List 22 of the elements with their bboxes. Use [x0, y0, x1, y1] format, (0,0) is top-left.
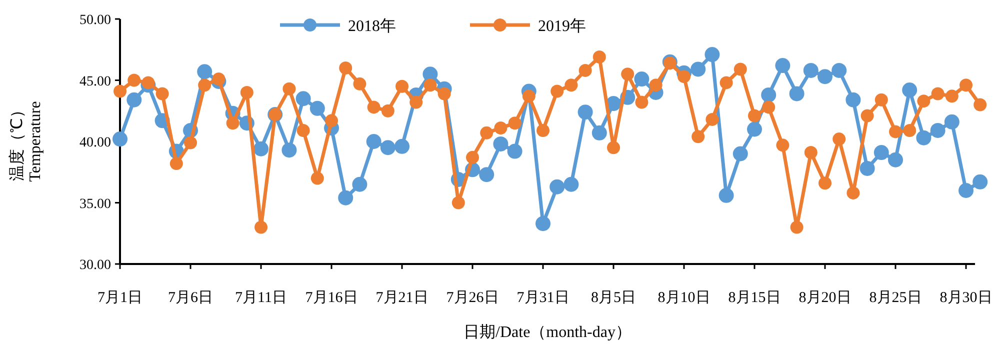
y-axis-title: 温度（℃） Temperature	[8, 101, 44, 182]
legend: 2019年	[538, 18, 586, 35]
ytick: 35.00	[80, 196, 111, 212]
ytick: 30.00	[80, 258, 111, 273]
legend: 2018年	[348, 18, 396, 35]
xtick: 8月20日	[798, 290, 852, 306]
xtick: 7月31日	[516, 290, 570, 306]
xtick: 7月6日	[168, 290, 213, 306]
xtick: 8月15日	[728, 290, 781, 306]
x-axis-title: 日期/Date（month-day）	[464, 323, 632, 341]
ytick: 40.00	[80, 136, 111, 150]
xtick: 7月21日	[376, 290, 428, 306]
ytick: 45.00	[80, 74, 111, 90]
xtick: 8月25日	[869, 290, 922, 306]
xtick: 7月11日	[235, 290, 287, 306]
ytick: 50.00	[80, 13, 111, 28]
xtick: 8月5日	[591, 290, 636, 306]
xtick: 7月26日	[446, 290, 499, 306]
xtick: 7月16日	[305, 290, 358, 306]
xtick: 7月1日	[98, 290, 142, 306]
xtick: 8月10日	[658, 290, 710, 306]
xtick: 8月30日	[940, 290, 992, 306]
